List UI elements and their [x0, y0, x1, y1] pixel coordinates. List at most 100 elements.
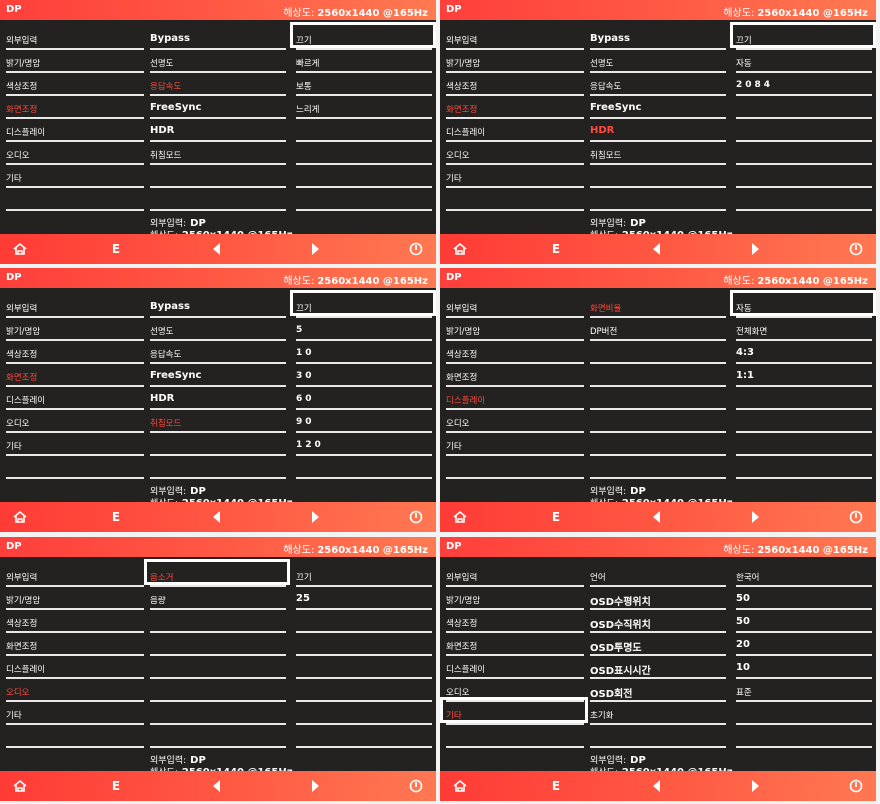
menu-item[interactable]: 외부입력 — [446, 296, 584, 318]
left-arrow-icon[interactable] — [206, 777, 226, 795]
menu-item[interactable]: 50 — [736, 611, 872, 633]
menu-item[interactable]: 응답속도 — [590, 74, 726, 96]
power-icon[interactable] — [846, 240, 866, 258]
menu-item[interactable]: 1:1 — [736, 365, 872, 387]
menu-item[interactable]: 오디오 — [446, 143, 584, 165]
menu-item[interactable] — [736, 726, 872, 748]
menu-item[interactable]: 20 — [736, 634, 872, 656]
menu-item[interactable]: 외부입력 — [446, 565, 584, 587]
menu-item[interactable]: 화면조정 — [446, 97, 584, 119]
menu-item[interactable] — [296, 634, 432, 656]
menu-item[interactable]: 25 — [296, 588, 432, 610]
menu-item[interactable]: 색상조정 — [446, 611, 584, 633]
menu-item[interactable] — [590, 166, 726, 188]
menu-item[interactable]: 화면조정 — [446, 634, 584, 656]
menu-item[interactable]: 한국어 — [736, 565, 872, 587]
menu-item[interactable] — [150, 726, 286, 748]
menu-item[interactable] — [150, 457, 286, 479]
menu-item[interactable]: OSD표시시간 — [590, 657, 726, 679]
menu-item[interactable]: 디스플레이 — [6, 657, 144, 679]
menu-item[interactable] — [150, 189, 286, 211]
menu-item[interactable]: 밝기/명암 — [446, 51, 584, 73]
menu-item[interactable]: 4:3 — [736, 342, 872, 364]
menu-item[interactable]: 기타 — [6, 434, 144, 456]
menu-item[interactable]: 색상조정 — [446, 342, 584, 364]
menu-item[interactable]: 밝기/명암 — [446, 319, 584, 341]
menu-item[interactable] — [296, 457, 432, 479]
menu-item[interactable]: Bypass — [150, 296, 286, 318]
menu-item[interactable]: 기타 — [6, 703, 144, 725]
menu-item[interactable]: 오디오 — [6, 680, 144, 702]
menu-item[interactable]: FreeSync — [590, 97, 726, 119]
menu-item[interactable]: Bypass — [590, 28, 726, 50]
menu-item[interactable]: 5 — [296, 319, 432, 341]
menu-item[interactable]: 밝기/명암 — [446, 588, 584, 610]
menu-item[interactable]: 음소거 — [150, 565, 286, 587]
menu-item[interactable]: 외부입력 — [446, 28, 584, 50]
menu-item[interactable] — [296, 726, 432, 748]
home-icon[interactable] — [450, 240, 470, 258]
menu-item[interactable]: 응답속도 — [150, 342, 286, 364]
menu-item[interactable]: 화면조정 — [6, 365, 144, 387]
menu-item[interactable]: 외부입력 — [6, 565, 144, 587]
home-icon[interactable] — [10, 508, 30, 526]
e-button[interactable]: E — [551, 242, 561, 256]
menu-item[interactable]: 표준 — [736, 680, 872, 702]
menu-item[interactable] — [6, 457, 144, 479]
menu-item[interactable] — [446, 726, 584, 748]
menu-item[interactable]: 10 — [296, 342, 432, 364]
menu-item[interactable] — [6, 189, 144, 211]
menu-item[interactable] — [296, 189, 432, 211]
power-icon[interactable] — [846, 777, 866, 795]
menu-item[interactable]: 화면조정 — [6, 634, 144, 656]
power-icon[interactable] — [406, 240, 426, 258]
menu-item[interactable] — [296, 680, 432, 702]
e-button[interactable]: E — [111, 510, 121, 524]
menu-item[interactable] — [150, 703, 286, 725]
menu-item[interactable] — [6, 726, 144, 748]
menu-item[interactable]: 오디오 — [6, 143, 144, 165]
menu-item[interactable]: 초기화 — [590, 703, 726, 725]
menu-item[interactable]: 10 — [736, 657, 872, 679]
menu-item[interactable]: 취침모드 — [590, 143, 726, 165]
right-arrow-icon[interactable] — [746, 240, 766, 258]
menu-item[interactable] — [590, 411, 726, 433]
menu-item[interactable]: 50 — [736, 588, 872, 610]
menu-item[interactable]: 선명도 — [590, 51, 726, 73]
menu-item[interactable]: 색상조정 — [6, 342, 144, 364]
menu-item[interactable]: 화면조정 — [446, 365, 584, 387]
menu-item[interactable]: 색상조정 — [6, 74, 144, 96]
menu-item[interactable] — [150, 611, 286, 633]
menu-item[interactable] — [296, 657, 432, 679]
menu-item[interactable]: 외부입력 — [6, 296, 144, 318]
menu-item[interactable]: 선명도 — [150, 51, 286, 73]
menu-item[interactable] — [590, 189, 726, 211]
right-arrow-icon[interactable] — [306, 508, 326, 526]
menu-item[interactable]: DP버전 — [590, 319, 726, 341]
left-arrow-icon[interactable] — [206, 508, 226, 526]
menu-item[interactable]: FreeSync — [150, 97, 286, 119]
e-button[interactable]: E — [111, 779, 121, 793]
menu-item[interactable] — [736, 388, 872, 410]
menu-item[interactable]: OSD수직위치 — [590, 611, 726, 633]
menu-item[interactable] — [590, 726, 726, 748]
menu-item[interactable] — [736, 143, 872, 165]
menu-item[interactable]: 끄기 — [296, 296, 432, 318]
home-icon[interactable] — [10, 240, 30, 258]
menu-item[interactable]: 120 — [296, 434, 432, 456]
menu-item[interactable] — [736, 97, 872, 119]
e-button[interactable]: E — [551, 779, 561, 793]
menu-item[interactable]: 오디오 — [446, 411, 584, 433]
menu-item[interactable]: Bypass — [150, 28, 286, 50]
menu-item[interactable] — [736, 120, 872, 142]
home-icon[interactable] — [450, 777, 470, 795]
menu-item[interactable] — [590, 365, 726, 387]
power-icon[interactable] — [846, 508, 866, 526]
menu-item[interactable]: 화면조정 — [6, 97, 144, 119]
right-arrow-icon[interactable] — [746, 777, 766, 795]
left-arrow-icon[interactable] — [646, 777, 666, 795]
menu-item[interactable]: OSD수평위치 — [590, 588, 726, 610]
menu-item[interactable] — [590, 457, 726, 479]
power-icon[interactable] — [406, 508, 426, 526]
menu-item[interactable]: 선명도 — [150, 319, 286, 341]
